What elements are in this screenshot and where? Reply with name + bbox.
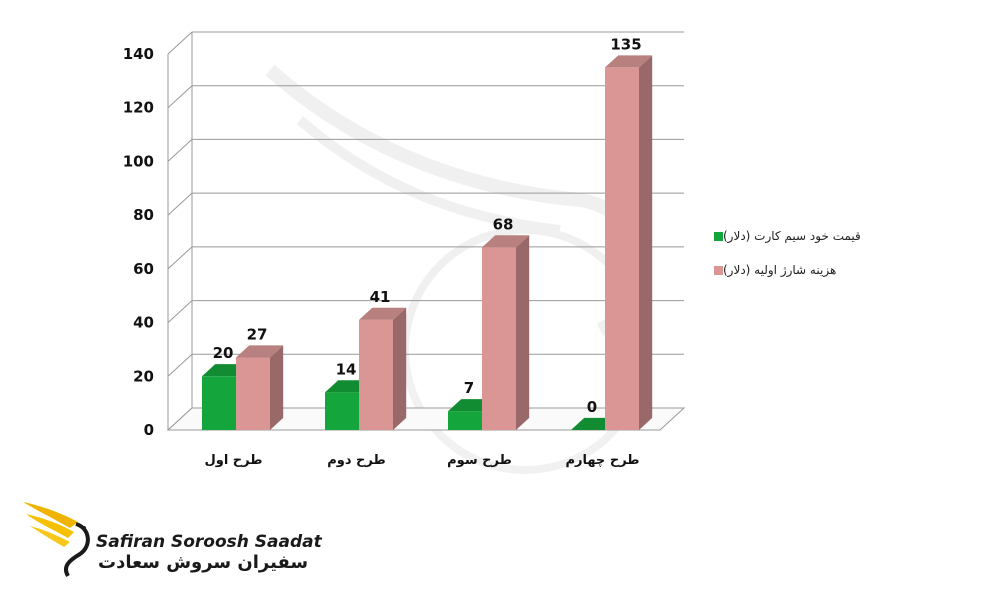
bar-side-s2-c4 [639,55,653,430]
data-label-s2-c3: 68 [493,215,514,233]
data-label-s1-c2: 14 [336,360,357,378]
y-tick-label-20: 20 [133,367,154,385]
gridline-side-80 [167,192,193,216]
gridline-side-140 [167,31,193,55]
labels: 0 20 40 60 80 100 120 140 20 27 طرح اول 14 41 طرح دوم… [123,35,642,468]
y-tick-label-120: 120 [123,99,154,117]
bar-s2-c3 [482,235,530,430]
legend-label-series-1: قیمت خود سیم کارت (دلار) [723,229,861,243]
legend-swatch-series-1 [714,231,723,241]
gridline-side-20 [167,353,193,377]
bar-s2-c4 [605,55,653,430]
legend-item-series-1: قیمت خود سیم کارت (دلار) [708,226,908,246]
axes [166,32,686,431]
y-tick-label-140: 140 [123,45,154,63]
gridline-side-100 [167,139,193,162]
logo-text-english: Safiran Soroosh Saadat [96,532,322,552]
bars [202,55,653,430]
legend-swatch-series-2 [714,265,723,275]
logo-text-persian: سفیران سروش سعادت [98,552,309,573]
legend-item-series-2: هزینه شارژ اولیه (دلار) [708,260,908,280]
bar-s2-c2 [359,307,407,430]
y-tick-label-100: 100 [123,152,154,170]
bar-front-s1-c2 [325,392,359,430]
data-label-s1-c4: 0 [587,398,597,416]
bar-top-s2-c2 [359,307,407,320]
x-tick-label-3: طرح سوم [447,453,512,468]
bar-front-s2-c1 [236,357,270,430]
gridline-side-120 [167,85,193,109]
legend-label-series-2: هزینه شارژ اولیه (دلار) [723,263,837,277]
y-tick-label-0: 0 [144,421,154,439]
bar-side-s2-c1 [270,345,284,430]
bar-front-s1-c3 [448,411,482,430]
bar-front-s1-c1 [202,376,236,430]
legend: قیمت خود سیم کارت (دلار) هزینه شارژ اولی… [708,226,908,294]
data-label-s1-c1: 20 [213,344,234,362]
bar-side-s2-c3 [516,235,530,430]
bar-top-s2-c3 [482,235,530,248]
bar-side-s2-c2 [393,307,407,430]
gridline-side-60 [167,246,193,270]
x-tick-label-2: طرح دوم [327,453,386,468]
x-tick-label-1: طرح اول [204,453,262,468]
x-tick-label-4: طرح چهارم [565,453,639,468]
bar-s2-c1 [236,345,284,430]
y-tick-label-40: 40 [133,314,154,332]
bar-front-s2-c2 [359,319,393,430]
data-label-s1-c3: 7 [464,379,474,397]
data-label-s2-c4: 135 [610,35,641,53]
bar-front-s2-c3 [482,247,516,430]
company-logo: Safiran Soroosh Saadat سفیران سروش سعادت [18,494,322,584]
gridline-side-40 [167,300,193,323]
bar-top-s2-c4 [605,55,653,68]
bird-wing-icon [23,502,90,578]
y-tick-label-80: 80 [133,206,154,224]
y-tick-label-60: 60 [133,260,154,278]
bar-top-s2-c1 [236,345,284,358]
data-label-s2-c2: 41 [370,288,391,306]
data-label-s2-c1: 27 [247,325,268,343]
bar-front-s2-c4 [605,67,639,430]
